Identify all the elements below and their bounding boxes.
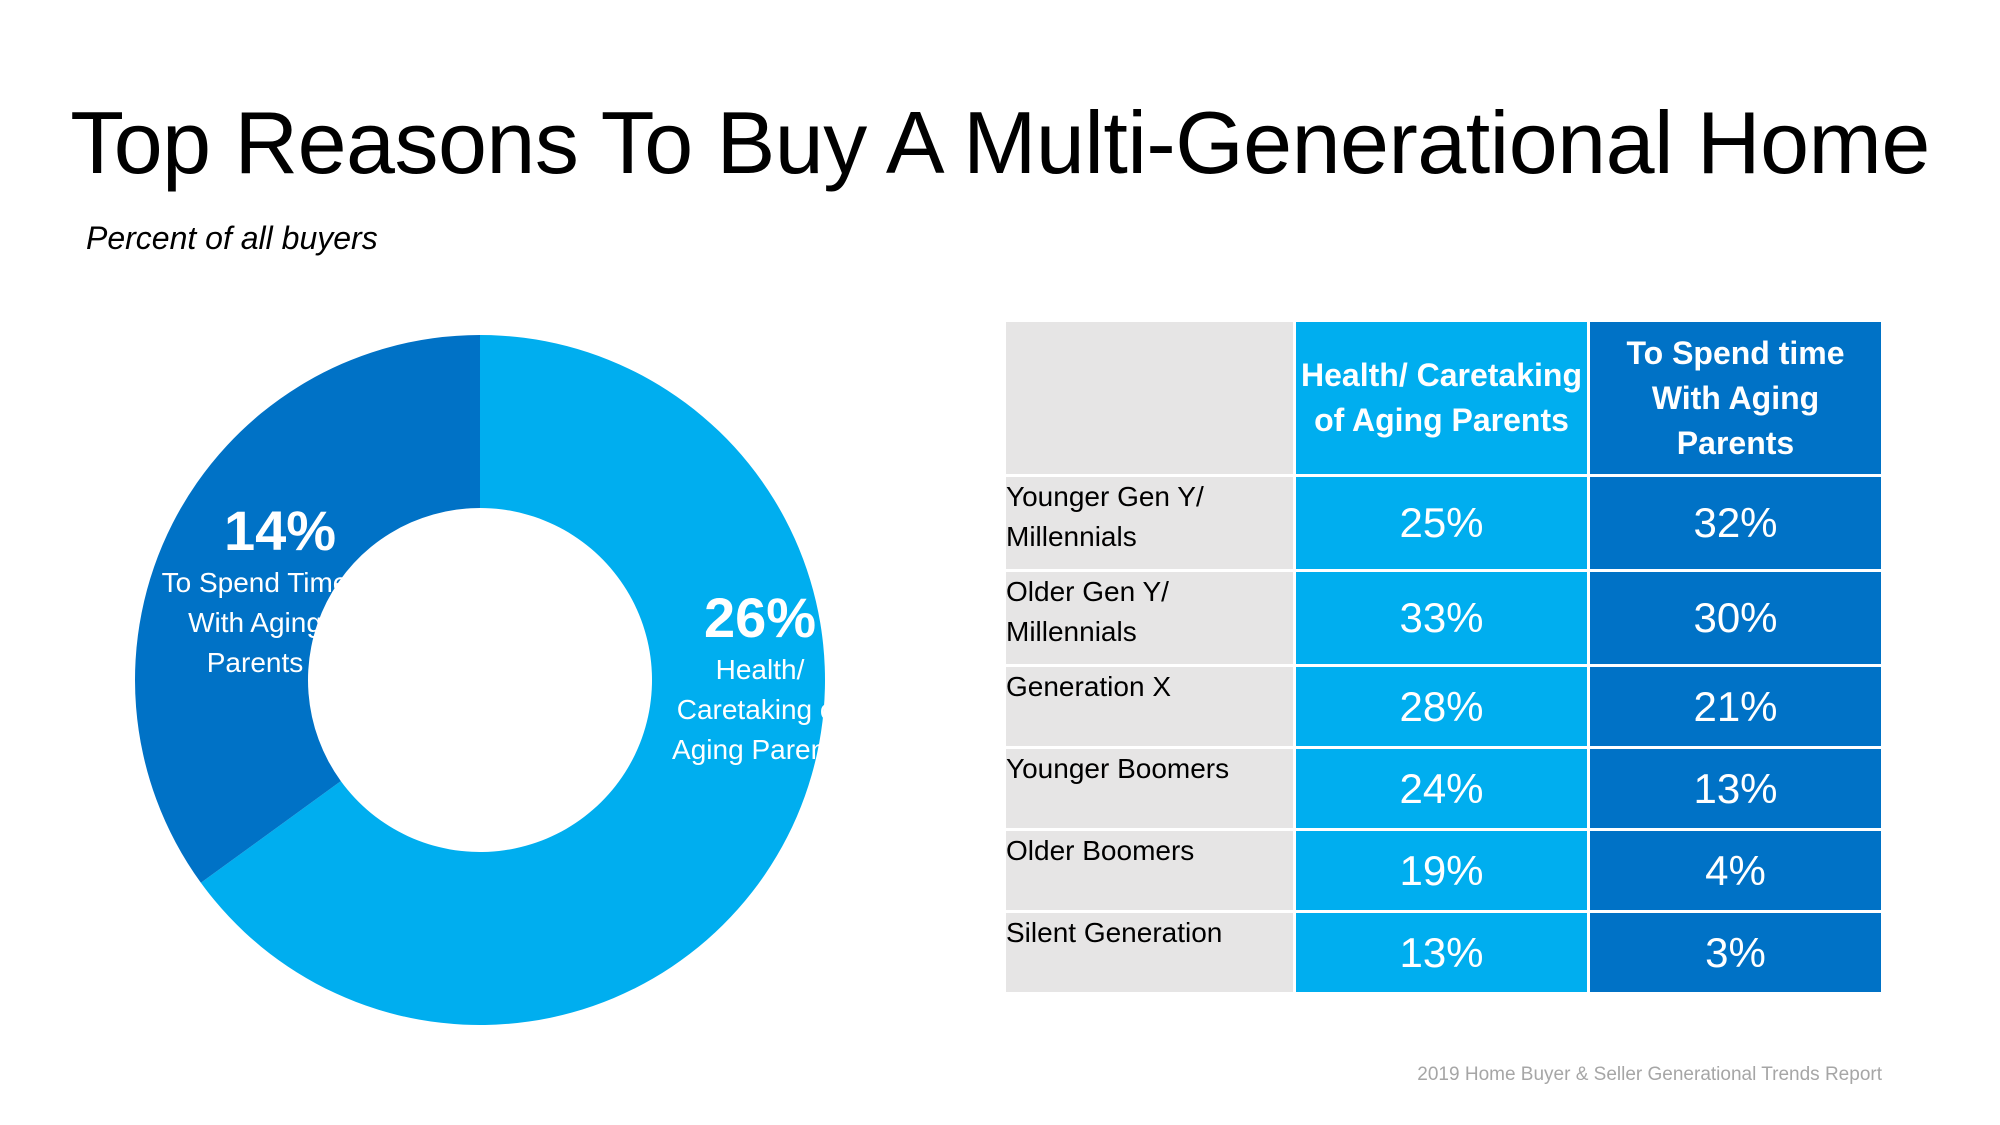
row-label: Older Boomers bbox=[1003, 828, 1296, 913]
slice-text-spend-time: To Spend Time With Aging Parents bbox=[161, 567, 349, 678]
donut-slice-health bbox=[200, 335, 825, 1025]
slice-value-spend-time: 14% bbox=[223, 499, 337, 562]
table-row: Older Boomers 19% 4% bbox=[1003, 828, 1884, 913]
row-label: Younger Boomers bbox=[1003, 746, 1296, 831]
table-row: Younger Boomers 24% 13% bbox=[1003, 746, 1884, 831]
cell-health: 24% bbox=[1293, 746, 1590, 831]
cell-spend-time: 21% bbox=[1587, 664, 1884, 749]
donut-slice-spend-time bbox=[135, 335, 481, 883]
cell-health: 33% bbox=[1293, 569, 1590, 667]
cell-spend-time: 30% bbox=[1587, 569, 1884, 667]
page-title: Top Reasons To Buy A Multi-Generational … bbox=[70, 93, 1930, 192]
slice-text-health: Health/ Caretaking of Aging Parents bbox=[672, 654, 848, 765]
cell-spend-time: 32% bbox=[1587, 474, 1884, 572]
table-header-empty bbox=[1003, 319, 1296, 477]
cell-health: 19% bbox=[1293, 828, 1590, 913]
table-header-health: Health/ Caretaking of Aging Parents bbox=[1293, 319, 1590, 477]
cell-health: 25% bbox=[1293, 474, 1590, 572]
cell-health: 28% bbox=[1293, 664, 1590, 749]
cell-health: 13% bbox=[1293, 910, 1590, 995]
table-header-spend-time: To Spend time With Aging Parents bbox=[1587, 319, 1884, 477]
row-label: Generation X bbox=[1003, 664, 1296, 749]
source-note: 2019 Home Buyer & Seller Generational Tr… bbox=[1417, 1064, 1882, 1085]
donut-chart: 26% Health/ Caretaking of Aging Parents … bbox=[120, 320, 848, 1040]
cell-spend-time: 4% bbox=[1587, 828, 1884, 913]
chart-subtitle: Percent of all buyers bbox=[86, 220, 378, 256]
table-row: Generation X 28% 21% bbox=[1003, 664, 1884, 749]
row-label: Silent Generation bbox=[1003, 910, 1296, 995]
table-row: Younger Gen Y/ Millennials 25% 32% bbox=[1003, 474, 1884, 572]
slice-label-spend-time: 14% To Spend Time With Aging Parents bbox=[145, 498, 365, 683]
donut-svg bbox=[135, 335, 825, 1025]
cell-spend-time: 3% bbox=[1587, 910, 1884, 995]
row-label: Younger Gen Y/ Millennials bbox=[1003, 474, 1296, 572]
slice-value-health: 26% bbox=[703, 586, 817, 649]
table-row: Silent Generation 13% 3% bbox=[1003, 910, 1884, 995]
generations-table: Health/ Caretaking of Aging Parents To S… bbox=[1003, 319, 1884, 995]
slice-label-health: 26% Health/ Caretaking of Aging Parents bbox=[650, 585, 870, 770]
row-label: Older Gen Y/ Millennials bbox=[1003, 569, 1296, 667]
cell-spend-time: 13% bbox=[1587, 746, 1884, 831]
table-row: Older Gen Y/ Millennials 33% 30% bbox=[1003, 569, 1884, 667]
